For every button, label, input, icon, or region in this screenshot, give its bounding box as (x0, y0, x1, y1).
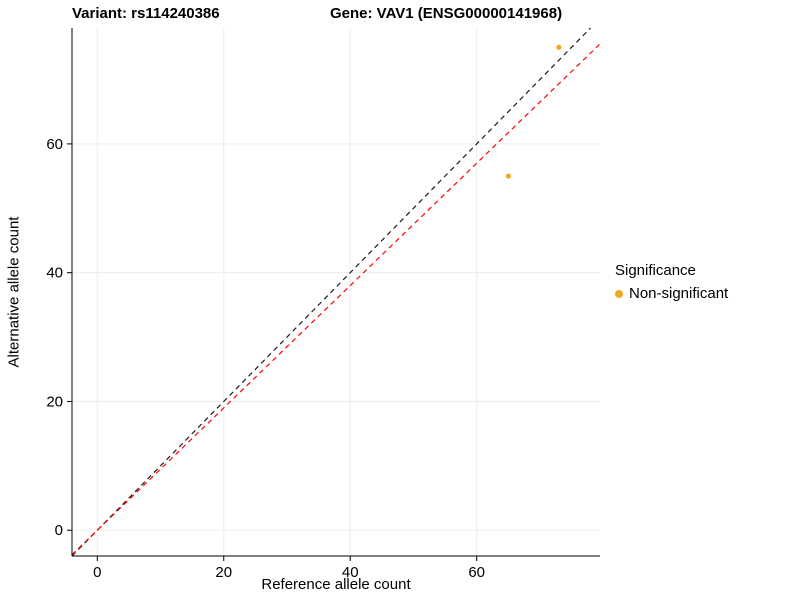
data-point (505, 173, 511, 179)
chart-title-variant: Variant: rs114240386 (72, 5, 220, 22)
y-tick-label: 40 (46, 265, 63, 282)
legend-point-icon (615, 289, 623, 298)
data-point (556, 44, 562, 50)
y-tick-label: 20 (46, 393, 63, 410)
legend-item: Non-significant (615, 285, 728, 302)
x-tick-label: 20 (215, 564, 232, 581)
legend-item-label: Non-significant (629, 285, 729, 302)
fit-line (71, 43, 601, 556)
x-tick-label: 40 (342, 564, 359, 581)
y-tick-label: 60 (46, 136, 63, 153)
legend: Significance Non-significant (615, 262, 728, 302)
identity-line (71, 27, 591, 557)
y-tick-label: 0 (55, 522, 63, 539)
y-axis-label: Alternative allele count (5, 216, 23, 368)
x-tick-label: 60 (468, 564, 485, 581)
legend-title: Significance (615, 262, 696, 279)
x-tick-label: 0 (93, 564, 101, 581)
chart-title-gene: Gene: VAV1 (ENSG00000141968) (330, 5, 563, 22)
x-axis-label: Reference allele count (261, 576, 411, 593)
